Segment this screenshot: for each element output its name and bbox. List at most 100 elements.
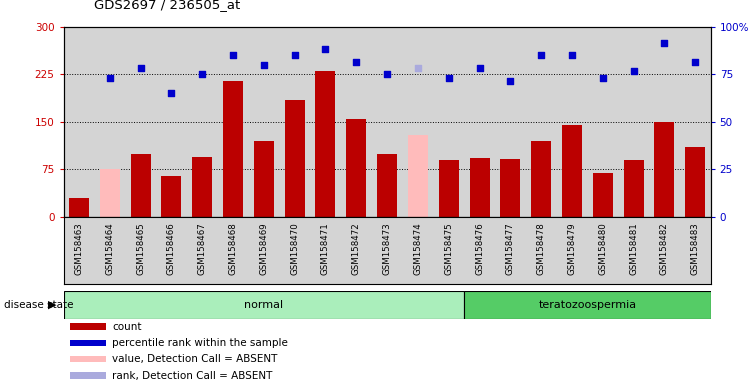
Bar <box>464 217 495 284</box>
Bar <box>248 217 279 284</box>
Text: GSM158463: GSM158463 <box>75 222 84 275</box>
Text: GSM158477: GSM158477 <box>506 222 515 275</box>
Bar <box>649 217 680 284</box>
Bar <box>464 27 495 217</box>
Point <box>566 52 578 58</box>
Bar <box>70 339 105 346</box>
Bar <box>500 159 521 217</box>
Bar <box>341 217 372 284</box>
Bar <box>99 169 120 217</box>
Point <box>473 65 485 71</box>
Bar <box>187 217 218 284</box>
Text: GSM158481: GSM158481 <box>629 222 638 275</box>
Point <box>381 71 393 78</box>
Bar <box>64 291 464 319</box>
Text: disease state: disease state <box>4 300 73 310</box>
Bar <box>285 100 304 217</box>
Point <box>658 40 670 46</box>
Bar <box>470 158 489 217</box>
Text: GSM158479: GSM158479 <box>568 222 577 275</box>
Bar <box>279 217 310 284</box>
Bar <box>218 217 248 284</box>
Text: GSM158483: GSM158483 <box>690 222 699 275</box>
Point <box>350 59 362 65</box>
Text: GSM158482: GSM158482 <box>660 222 669 275</box>
Bar <box>248 27 279 217</box>
Point <box>628 68 640 74</box>
Text: GSM158467: GSM158467 <box>197 222 206 275</box>
Point <box>104 74 116 81</box>
Point <box>258 62 270 68</box>
Bar <box>70 323 105 330</box>
Bar <box>223 81 243 217</box>
Bar <box>685 147 705 217</box>
Bar <box>531 141 551 217</box>
Text: percentile rank within the sample: percentile rank within the sample <box>112 338 288 348</box>
Text: GSM158469: GSM158469 <box>260 222 269 275</box>
Text: ▶: ▶ <box>48 300 56 310</box>
Text: GSM158478: GSM158478 <box>536 222 545 275</box>
Point <box>135 65 147 71</box>
Bar <box>592 173 613 217</box>
Bar <box>562 125 582 217</box>
Bar <box>408 135 428 217</box>
Bar <box>310 217 341 284</box>
Bar <box>125 27 156 217</box>
Text: GSM158466: GSM158466 <box>167 222 176 275</box>
Bar <box>557 27 587 217</box>
Bar <box>526 27 557 217</box>
Text: GSM158475: GSM158475 <box>444 222 453 275</box>
Bar <box>131 154 150 217</box>
Bar <box>64 27 94 217</box>
Bar <box>587 217 618 284</box>
Text: GSM158476: GSM158476 <box>475 222 484 275</box>
Bar <box>495 27 526 217</box>
Bar <box>654 122 675 217</box>
Text: GSM158472: GSM158472 <box>352 222 361 275</box>
Text: rank, Detection Call = ABSENT: rank, Detection Call = ABSENT <box>112 371 272 381</box>
Bar <box>680 27 711 217</box>
Point <box>319 46 331 52</box>
Bar <box>557 217 587 284</box>
Point <box>597 74 609 81</box>
Bar <box>618 217 649 284</box>
Bar <box>156 217 187 284</box>
Bar <box>495 217 526 284</box>
Point <box>165 90 177 96</box>
Bar <box>156 27 187 217</box>
Bar <box>377 154 397 217</box>
Bar <box>587 27 618 217</box>
Text: GSM158480: GSM158480 <box>598 222 607 275</box>
Bar <box>526 217 557 284</box>
Point <box>504 78 516 84</box>
Point <box>535 52 547 58</box>
Point <box>412 65 424 71</box>
Bar <box>218 27 248 217</box>
Point <box>227 52 239 58</box>
Bar <box>310 27 341 217</box>
Text: GSM158465: GSM158465 <box>136 222 145 275</box>
Point <box>689 59 701 65</box>
Bar <box>64 217 94 284</box>
Bar <box>192 157 212 217</box>
Bar <box>433 27 464 217</box>
Point <box>289 52 301 58</box>
Bar <box>649 27 680 217</box>
Bar <box>316 71 336 217</box>
Bar <box>254 141 274 217</box>
Point <box>196 71 208 78</box>
Bar <box>433 217 464 284</box>
Bar <box>94 27 125 217</box>
Bar <box>618 27 649 217</box>
Text: teratozoospermia: teratozoospermia <box>539 300 637 310</box>
Text: GSM158474: GSM158474 <box>414 222 423 275</box>
Text: GSM158470: GSM158470 <box>290 222 299 275</box>
Bar <box>680 217 711 284</box>
Bar <box>372 27 402 217</box>
Bar <box>624 160 643 217</box>
Text: value, Detection Call = ABSENT: value, Detection Call = ABSENT <box>112 354 278 364</box>
Bar <box>341 27 372 217</box>
Bar <box>94 217 125 284</box>
Bar <box>70 356 105 362</box>
Text: GSM158473: GSM158473 <box>382 222 392 275</box>
